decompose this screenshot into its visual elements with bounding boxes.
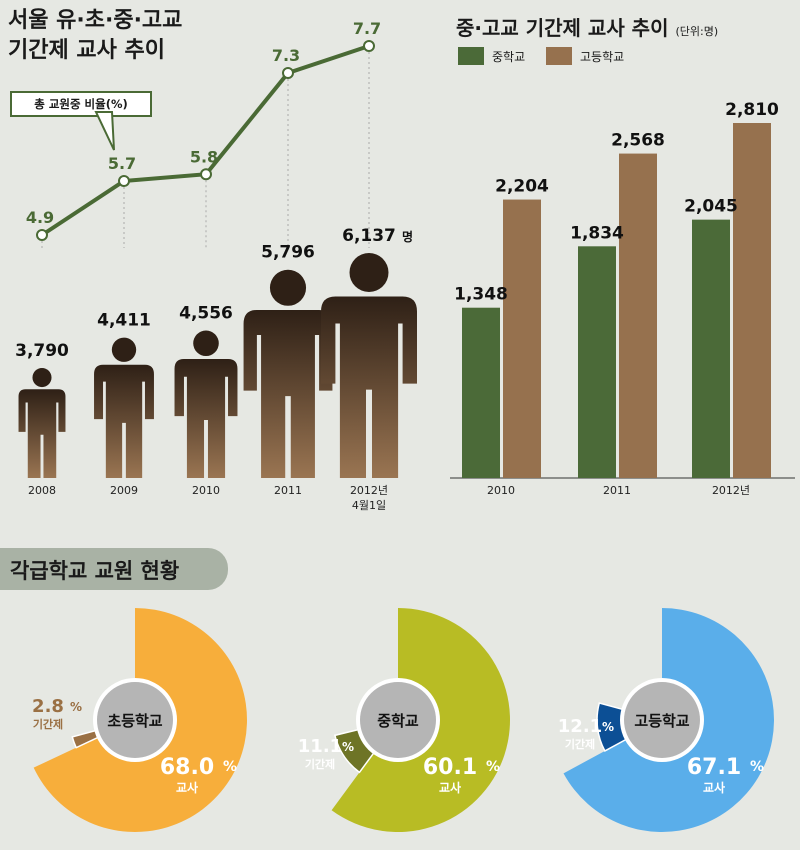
right-chart-title: 중·고교 기간제 교사 추이 (단위:명) xyxy=(456,16,719,40)
bar-middle xyxy=(692,219,730,478)
legend-label-middle: 중학교 xyxy=(492,49,526,64)
pie-center-label: 초등학교 xyxy=(107,712,162,730)
pie-teacher-percent: % xyxy=(486,759,500,775)
person-head xyxy=(349,253,389,292)
legend-high: 고등학교 xyxy=(546,47,624,65)
count-label: 4,556 xyxy=(179,303,233,323)
ratio-point xyxy=(36,229,48,241)
bar-category-label: 2012년 xyxy=(712,484,750,497)
pie-temp-label: 기간제 xyxy=(305,757,335,771)
person-figure xyxy=(18,368,66,478)
pie-teacher-label: 교사 xyxy=(703,780,725,795)
pie-temp-value: 11.1 xyxy=(298,736,342,757)
pie-temp-value: 12.1 xyxy=(558,716,602,737)
pie-teacher-value: 60.1 xyxy=(423,755,477,780)
callout-pointer xyxy=(94,111,115,151)
count-label: 4,411 xyxy=(97,311,151,331)
bar-middle-label: 1,348 xyxy=(454,285,508,305)
pie-teacher-value: 67.1 xyxy=(687,755,741,780)
person-figure xyxy=(321,253,417,478)
left-chart-title: 서울 유·초·중·고교 기간제 교사 추이 xyxy=(8,8,183,63)
bar-high xyxy=(733,123,771,478)
count-label: 6,137 xyxy=(342,226,396,246)
person-figure xyxy=(243,269,333,478)
bar-middle-label: 2,045 xyxy=(684,197,738,217)
person-head xyxy=(193,330,219,357)
pie-center-label: 중학교 xyxy=(377,712,419,730)
legend-middle: 중학교 xyxy=(458,47,525,65)
bar-high-label: 2,810 xyxy=(725,100,779,120)
count-label: 5,796 xyxy=(261,243,315,263)
person-head xyxy=(32,368,52,388)
ratio-point xyxy=(363,40,375,52)
person-head xyxy=(269,269,307,306)
year-tick-label: 2010 xyxy=(192,484,220,497)
bar-middle xyxy=(578,246,616,478)
bar-middle xyxy=(462,307,500,478)
pie-hole xyxy=(97,682,173,758)
ratio-point xyxy=(282,67,294,79)
count-label: 3,790 xyxy=(15,341,69,361)
ratio-point xyxy=(200,168,212,181)
unit-label: (단위:명) xyxy=(675,25,719,38)
ratio-label: 5.8 xyxy=(190,147,218,166)
count-unit-label: 명 xyxy=(402,230,413,244)
person-body xyxy=(18,389,66,478)
legend-swatch-middle xyxy=(458,47,484,65)
pie-hole xyxy=(624,682,700,758)
bar-category-label: 2010 xyxy=(487,484,515,497)
year-tick-label: 4월1일 xyxy=(352,498,386,512)
person-body xyxy=(174,358,238,478)
pie-temp-percent: % xyxy=(342,740,354,754)
bar-high xyxy=(503,199,541,478)
year-tick-label: 2009 xyxy=(110,484,138,497)
pie-hole xyxy=(360,682,436,758)
pie-teacher-label: 교사 xyxy=(439,780,461,795)
pie-temp-label: 기간제 xyxy=(33,717,63,731)
pie-temp-label: 기간제 xyxy=(565,737,595,751)
ratio-label: 4.9 xyxy=(26,208,54,227)
bar-high xyxy=(619,153,657,479)
pie-temp-percent: % xyxy=(602,720,614,734)
bar-category-label: 2011 xyxy=(603,484,631,497)
year-tick-label: 2008 xyxy=(28,484,56,497)
pie-teacher-label: 교사 xyxy=(176,780,198,795)
ratio-label: 5.7 xyxy=(108,154,136,173)
year-tick-label: 2011 xyxy=(274,484,302,497)
year-tick-label: 2012년 xyxy=(350,484,388,497)
ratio-label: 7.7 xyxy=(353,19,381,38)
bar-high-label: 2,568 xyxy=(611,131,665,151)
pie-teacher-percent: % xyxy=(750,759,764,775)
legend-label-high: 고등학교 xyxy=(580,49,625,64)
bar-middle-label: 1,834 xyxy=(570,223,624,243)
ratio-point xyxy=(118,175,130,187)
ratio-label: 7.3 xyxy=(272,46,300,65)
section-banner xyxy=(0,548,228,590)
person-body xyxy=(321,296,417,478)
person-figure xyxy=(174,330,238,478)
pie-temp-percent: % xyxy=(70,700,82,714)
pie-center-label: 고등학교 xyxy=(634,712,689,730)
ratio-callout: 총 교원중 비율(%) xyxy=(10,91,152,117)
person-figure xyxy=(94,337,154,478)
section-title: 각급학교 교원 현황 xyxy=(10,559,180,583)
bar-high-label: 2,204 xyxy=(495,177,549,197)
legend-swatch-high xyxy=(546,47,572,65)
person-head xyxy=(111,337,137,362)
pie-temp-value: 2.8 xyxy=(32,696,64,717)
pie-teacher-percent: % xyxy=(223,759,237,775)
pie-teacher-value: 68.0 xyxy=(160,755,214,780)
person-body xyxy=(94,364,154,478)
person-body xyxy=(243,309,333,478)
